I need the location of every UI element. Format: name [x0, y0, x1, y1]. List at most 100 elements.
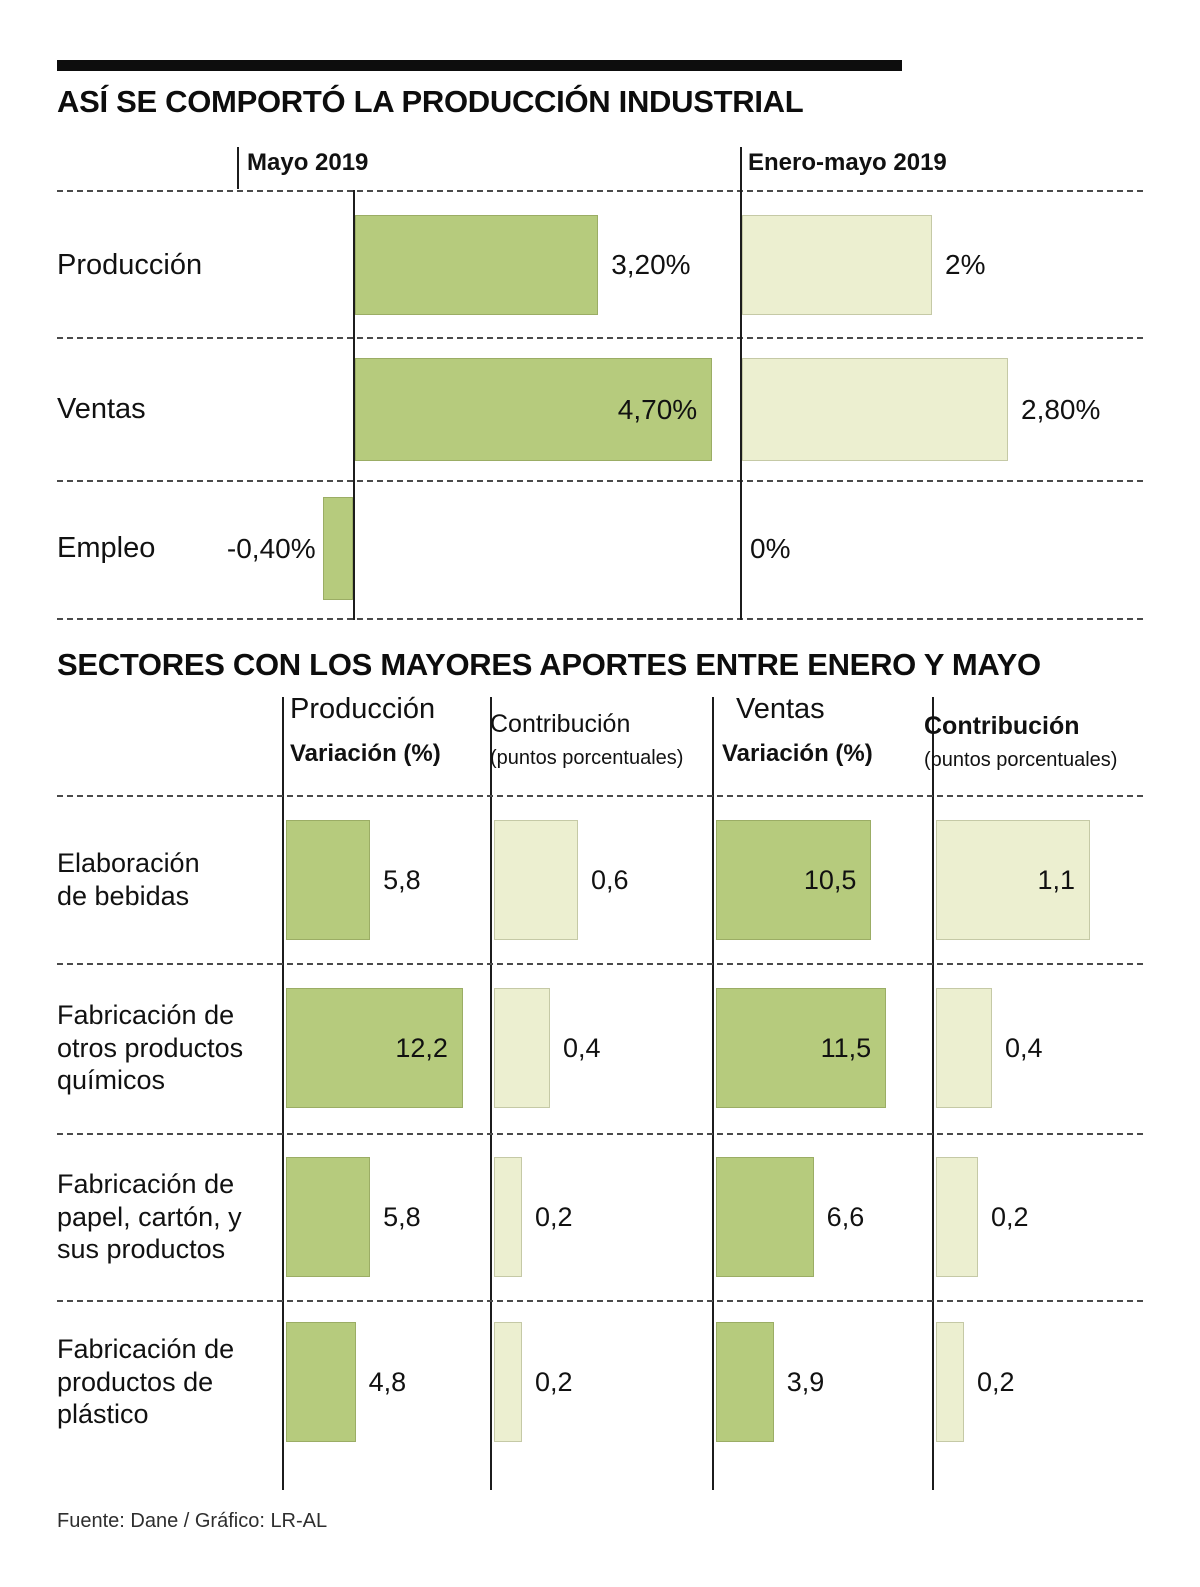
value-label: 0,2 [535, 1201, 573, 1232]
bar [742, 358, 1008, 461]
bar-bebidas-ventas-contrib: 1,1 [936, 820, 1090, 940]
value-label: 0,2 [977, 1366, 1015, 1397]
bar [286, 820, 371, 940]
axis-enero-mayo [740, 147, 742, 620]
source-note: Fuente: Dane / Gráfico: LR-AL [57, 1510, 328, 1532]
bar [322, 497, 353, 600]
dashed-divider [57, 337, 1143, 339]
bar: 4,70% [355, 358, 713, 461]
bar-papel-ventas-contrib: 0,2 [936, 1157, 1029, 1277]
value-label: 2,80% [1021, 393, 1101, 425]
value-label: -0,40% [226, 532, 316, 564]
mayo-header-tick [237, 147, 239, 189]
axis-produccion-contribucion [490, 697, 492, 1490]
bar-bebidas-produccion-contrib: 0,6 [494, 820, 629, 940]
row-label-produccion: Producción [57, 248, 203, 281]
bar-produccion-mayo: 3,20% [355, 215, 691, 315]
bar-empleo-mayo: -0,40% [0, 497, 353, 600]
bar [494, 1157, 522, 1277]
row-label-ventas: Ventas [57, 393, 146, 425]
bar-papel-produccion-contrib: 0,2 [494, 1157, 573, 1277]
bar-plastico-ventas-contrib: 0,2 [936, 1322, 1015, 1442]
bar: 1,1 [936, 820, 1090, 940]
bar [355, 215, 599, 315]
value-label: 0,4 [563, 1032, 601, 1063]
value-label: 6,6 [826, 1201, 865, 1232]
title-rule [57, 60, 902, 71]
row-label-plastico: Fabricación de productos de plástico [57, 1333, 235, 1430]
bar: 10,5 [716, 820, 872, 940]
bar-quimicos-ventas-var: 11,5 [716, 988, 887, 1108]
axis-ventas-contribucion [932, 697, 934, 1490]
bar [494, 1322, 522, 1442]
column-header-mayo-2019: Mayo 2019 [247, 149, 369, 176]
bar-bebidas-ventas-var: 10,5 [716, 820, 872, 940]
value-label: 2% [945, 249, 986, 280]
bar: 11,5 [716, 988, 887, 1108]
value-label: 0,2 [991, 1201, 1029, 1232]
column-header-contribucion-2: Contribución [924, 712, 1080, 740]
bar [936, 1157, 978, 1277]
bar-quimicos-produccion-var: 12,2 [286, 988, 463, 1108]
column-subheader-puntos-2: (puntos porcentuales) [924, 749, 1118, 771]
bar [716, 1157, 814, 1277]
bar-ventas-enero-mayo: 2,80% [742, 358, 1100, 461]
bar [286, 1157, 371, 1277]
bar-plastico-ventas-var: 3,9 [716, 1322, 824, 1442]
bar-produccion-enero-mayo: 2% [742, 215, 985, 315]
row-label-bebidas: Elaboración de bebidas [57, 848, 200, 911]
bar-plastico-produccion-contrib: 0,2 [494, 1322, 573, 1442]
bar [936, 988, 992, 1108]
dashed-divider [57, 795, 1143, 797]
bar-plastico-produccion-var: 4,8 [286, 1322, 406, 1442]
value-label: 3,9 [786, 1366, 825, 1397]
page-title: ASÍ SE COMPORTÓ LA PRODUCCIÓN INDUSTRIAL [57, 84, 804, 119]
bar-papel-ventas-var: 6,6 [716, 1157, 864, 1277]
column-header-ventas: Ventas [736, 693, 825, 725]
dashed-divider [57, 190, 1143, 192]
bar-bebidas-produccion-var: 5,8 [286, 820, 421, 940]
row-label-quimicos: Fabricación de otros productos químicos [57, 999, 244, 1096]
axis-ventas-variacion [712, 697, 714, 1490]
bar [716, 1322, 774, 1442]
bar [494, 988, 550, 1108]
bar [286, 1322, 356, 1442]
value-label: 5,8 [383, 1201, 421, 1232]
bar: 12,2 [286, 988, 463, 1108]
value-label: 11,5 [820, 1032, 872, 1063]
value-empleo-enero-mayo: 0% [742, 497, 790, 600]
bar [742, 215, 932, 315]
dashed-divider [57, 963, 1143, 965]
axis-produccion-variacion [282, 697, 284, 1490]
row-label-papel: Fabricación de papel, cartón, y sus prod… [57, 1168, 242, 1265]
column-header-contribucion-1: Contribución [490, 710, 631, 738]
value-label: 0,6 [591, 864, 629, 895]
section-title-sectors: SECTORES CON LOS MAYORES APORTES ENTRE E… [57, 647, 1041, 682]
value-label: 5,8 [383, 864, 421, 895]
value-label: 10,5 [803, 864, 857, 895]
value-label: 12,2 [395, 1032, 448, 1063]
column-subheader-puntos-1: (puntos porcentuales) [490, 747, 684, 769]
column-subheader-variacion-1: Variación (%) [290, 740, 441, 767]
bar-papel-produccion-var: 5,8 [286, 1157, 421, 1277]
value-label: 4,8 [368, 1366, 407, 1397]
bar-ventas-mayo: 4,70% [355, 358, 713, 461]
bar [494, 820, 578, 940]
bar-quimicos-produccion-contrib: 0,4 [494, 988, 601, 1108]
bar [936, 1322, 964, 1442]
axis-mayo [353, 190, 355, 620]
dashed-divider [57, 1133, 1143, 1135]
dashed-divider [57, 618, 1143, 620]
value-label: 1,1 [1037, 864, 1075, 895]
value-label: 4,70% [617, 393, 698, 425]
value-label: 3,20% [611, 249, 691, 280]
row-label-empleo: Empleo [57, 532, 156, 564]
column-header-produccion: Producción [290, 693, 436, 725]
value-label: 0,4 [1005, 1032, 1043, 1063]
value-label: 0% [750, 532, 791, 564]
dashed-divider [57, 1300, 1143, 1302]
bar-quimicos-ventas-contrib: 0,4 [936, 988, 1043, 1108]
dashed-divider [57, 480, 1143, 482]
column-subheader-variacion-2: Variación (%) [722, 740, 873, 767]
